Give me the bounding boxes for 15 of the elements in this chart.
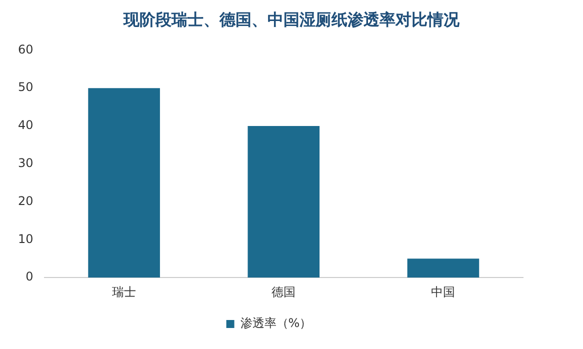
y-tick-label: 60	[18, 42, 34, 56]
y-tick-label: 50	[18, 80, 34, 94]
legend-label: 渗透率（%）	[240, 316, 312, 330]
y-tick-label: 20	[18, 194, 34, 208]
bar	[248, 126, 320, 278]
bar	[88, 88, 160, 278]
y-tick-label: 0	[26, 270, 34, 284]
y-tick-label: 10	[18, 232, 34, 246]
bar	[407, 258, 480, 278]
y-tick-label: 40	[18, 118, 34, 132]
x-tick-label: 瑞士	[112, 284, 136, 299]
x-tick-label: 德国	[272, 284, 296, 299]
x-tick-label: 中国	[431, 284, 456, 299]
chart-title: 现阶段瑞士、德国、中国湿厕纸渗透率对比情况	[122, 10, 460, 31]
y-tick-label: 30	[18, 156, 34, 170]
